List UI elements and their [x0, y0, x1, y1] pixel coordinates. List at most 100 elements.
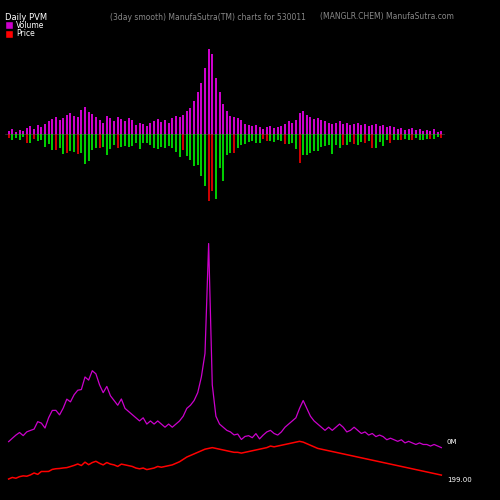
Bar: [360, 134, 362, 141]
Bar: [335, 134, 337, 144]
Bar: [440, 130, 442, 134]
Bar: [240, 134, 242, 145]
Bar: [150, 123, 152, 134]
Bar: [418, 134, 420, 140]
Bar: [412, 128, 414, 134]
Bar: [18, 134, 20, 140]
Bar: [233, 116, 235, 134]
Bar: [436, 132, 438, 134]
Bar: [36, 134, 38, 141]
Bar: [30, 126, 32, 134]
Bar: [404, 134, 406, 138]
Text: Volume: Volume: [16, 20, 44, 30]
Bar: [328, 134, 330, 144]
Bar: [172, 134, 173, 148]
Bar: [102, 134, 104, 147]
Bar: [204, 134, 206, 186]
Bar: [426, 134, 428, 138]
Bar: [364, 124, 366, 134]
Bar: [320, 134, 322, 146]
Bar: [208, 134, 210, 200]
Bar: [288, 134, 290, 144]
Bar: [324, 121, 326, 134]
Bar: [196, 92, 198, 134]
Bar: [73, 116, 75, 134]
Bar: [18, 130, 20, 134]
Bar: [212, 54, 214, 134]
Text: Price: Price: [16, 30, 35, 38]
Bar: [430, 130, 432, 134]
Bar: [390, 126, 392, 134]
Bar: [353, 134, 355, 144]
Bar: [378, 134, 380, 142]
Bar: [306, 134, 308, 155]
Bar: [433, 134, 435, 138]
Bar: [190, 134, 192, 160]
Bar: [313, 120, 315, 134]
Bar: [353, 124, 355, 134]
Bar: [244, 134, 246, 144]
Bar: [8, 130, 10, 134]
Bar: [386, 134, 388, 140]
Text: (MANGLR.CHEM) ManufaSutra.com: (MANGLR.CHEM) ManufaSutra.com: [320, 12, 454, 22]
Bar: [160, 134, 162, 147]
Bar: [302, 134, 304, 155]
Bar: [52, 120, 54, 134]
Bar: [252, 126, 254, 134]
Bar: [84, 134, 86, 164]
Bar: [440, 134, 442, 138]
Bar: [30, 134, 32, 143]
Bar: [106, 116, 108, 134]
Bar: [12, 134, 14, 140]
Bar: [276, 134, 278, 140]
Bar: [26, 128, 28, 134]
Bar: [208, 50, 210, 134]
Bar: [372, 125, 374, 134]
Bar: [200, 134, 202, 176]
Bar: [40, 128, 42, 134]
Bar: [378, 126, 380, 134]
Bar: [128, 118, 130, 134]
Bar: [258, 128, 260, 134]
Bar: [172, 118, 173, 134]
Bar: [328, 122, 330, 134]
Bar: [350, 125, 352, 134]
Bar: [36, 125, 38, 134]
Bar: [233, 134, 235, 153]
Bar: [73, 134, 75, 152]
Bar: [193, 134, 195, 166]
Bar: [76, 116, 78, 134]
Bar: [190, 108, 192, 134]
Bar: [70, 134, 71, 152]
Bar: [48, 134, 50, 144]
Bar: [248, 134, 250, 142]
Bar: [320, 120, 322, 134]
Bar: [168, 134, 170, 146]
Bar: [12, 129, 14, 134]
Bar: [338, 134, 340, 148]
Bar: [292, 122, 294, 134]
Bar: [310, 116, 312, 134]
Bar: [113, 121, 115, 134]
Bar: [298, 134, 300, 163]
Bar: [80, 134, 82, 154]
Bar: [215, 78, 217, 134]
Bar: [33, 134, 35, 140]
Bar: [408, 129, 410, 134]
Bar: [375, 124, 377, 134]
Bar: [335, 122, 337, 134]
Bar: [316, 134, 318, 150]
Bar: [142, 124, 144, 134]
Bar: [226, 111, 228, 134]
Bar: [346, 123, 348, 134]
Bar: [408, 134, 410, 140]
Bar: [168, 122, 170, 134]
Bar: [310, 134, 312, 152]
Bar: [70, 113, 71, 134]
Bar: [412, 134, 414, 140]
Bar: [22, 134, 24, 138]
Bar: [270, 134, 272, 141]
Bar: [110, 118, 112, 134]
Bar: [116, 134, 118, 148]
Bar: [295, 134, 297, 149]
